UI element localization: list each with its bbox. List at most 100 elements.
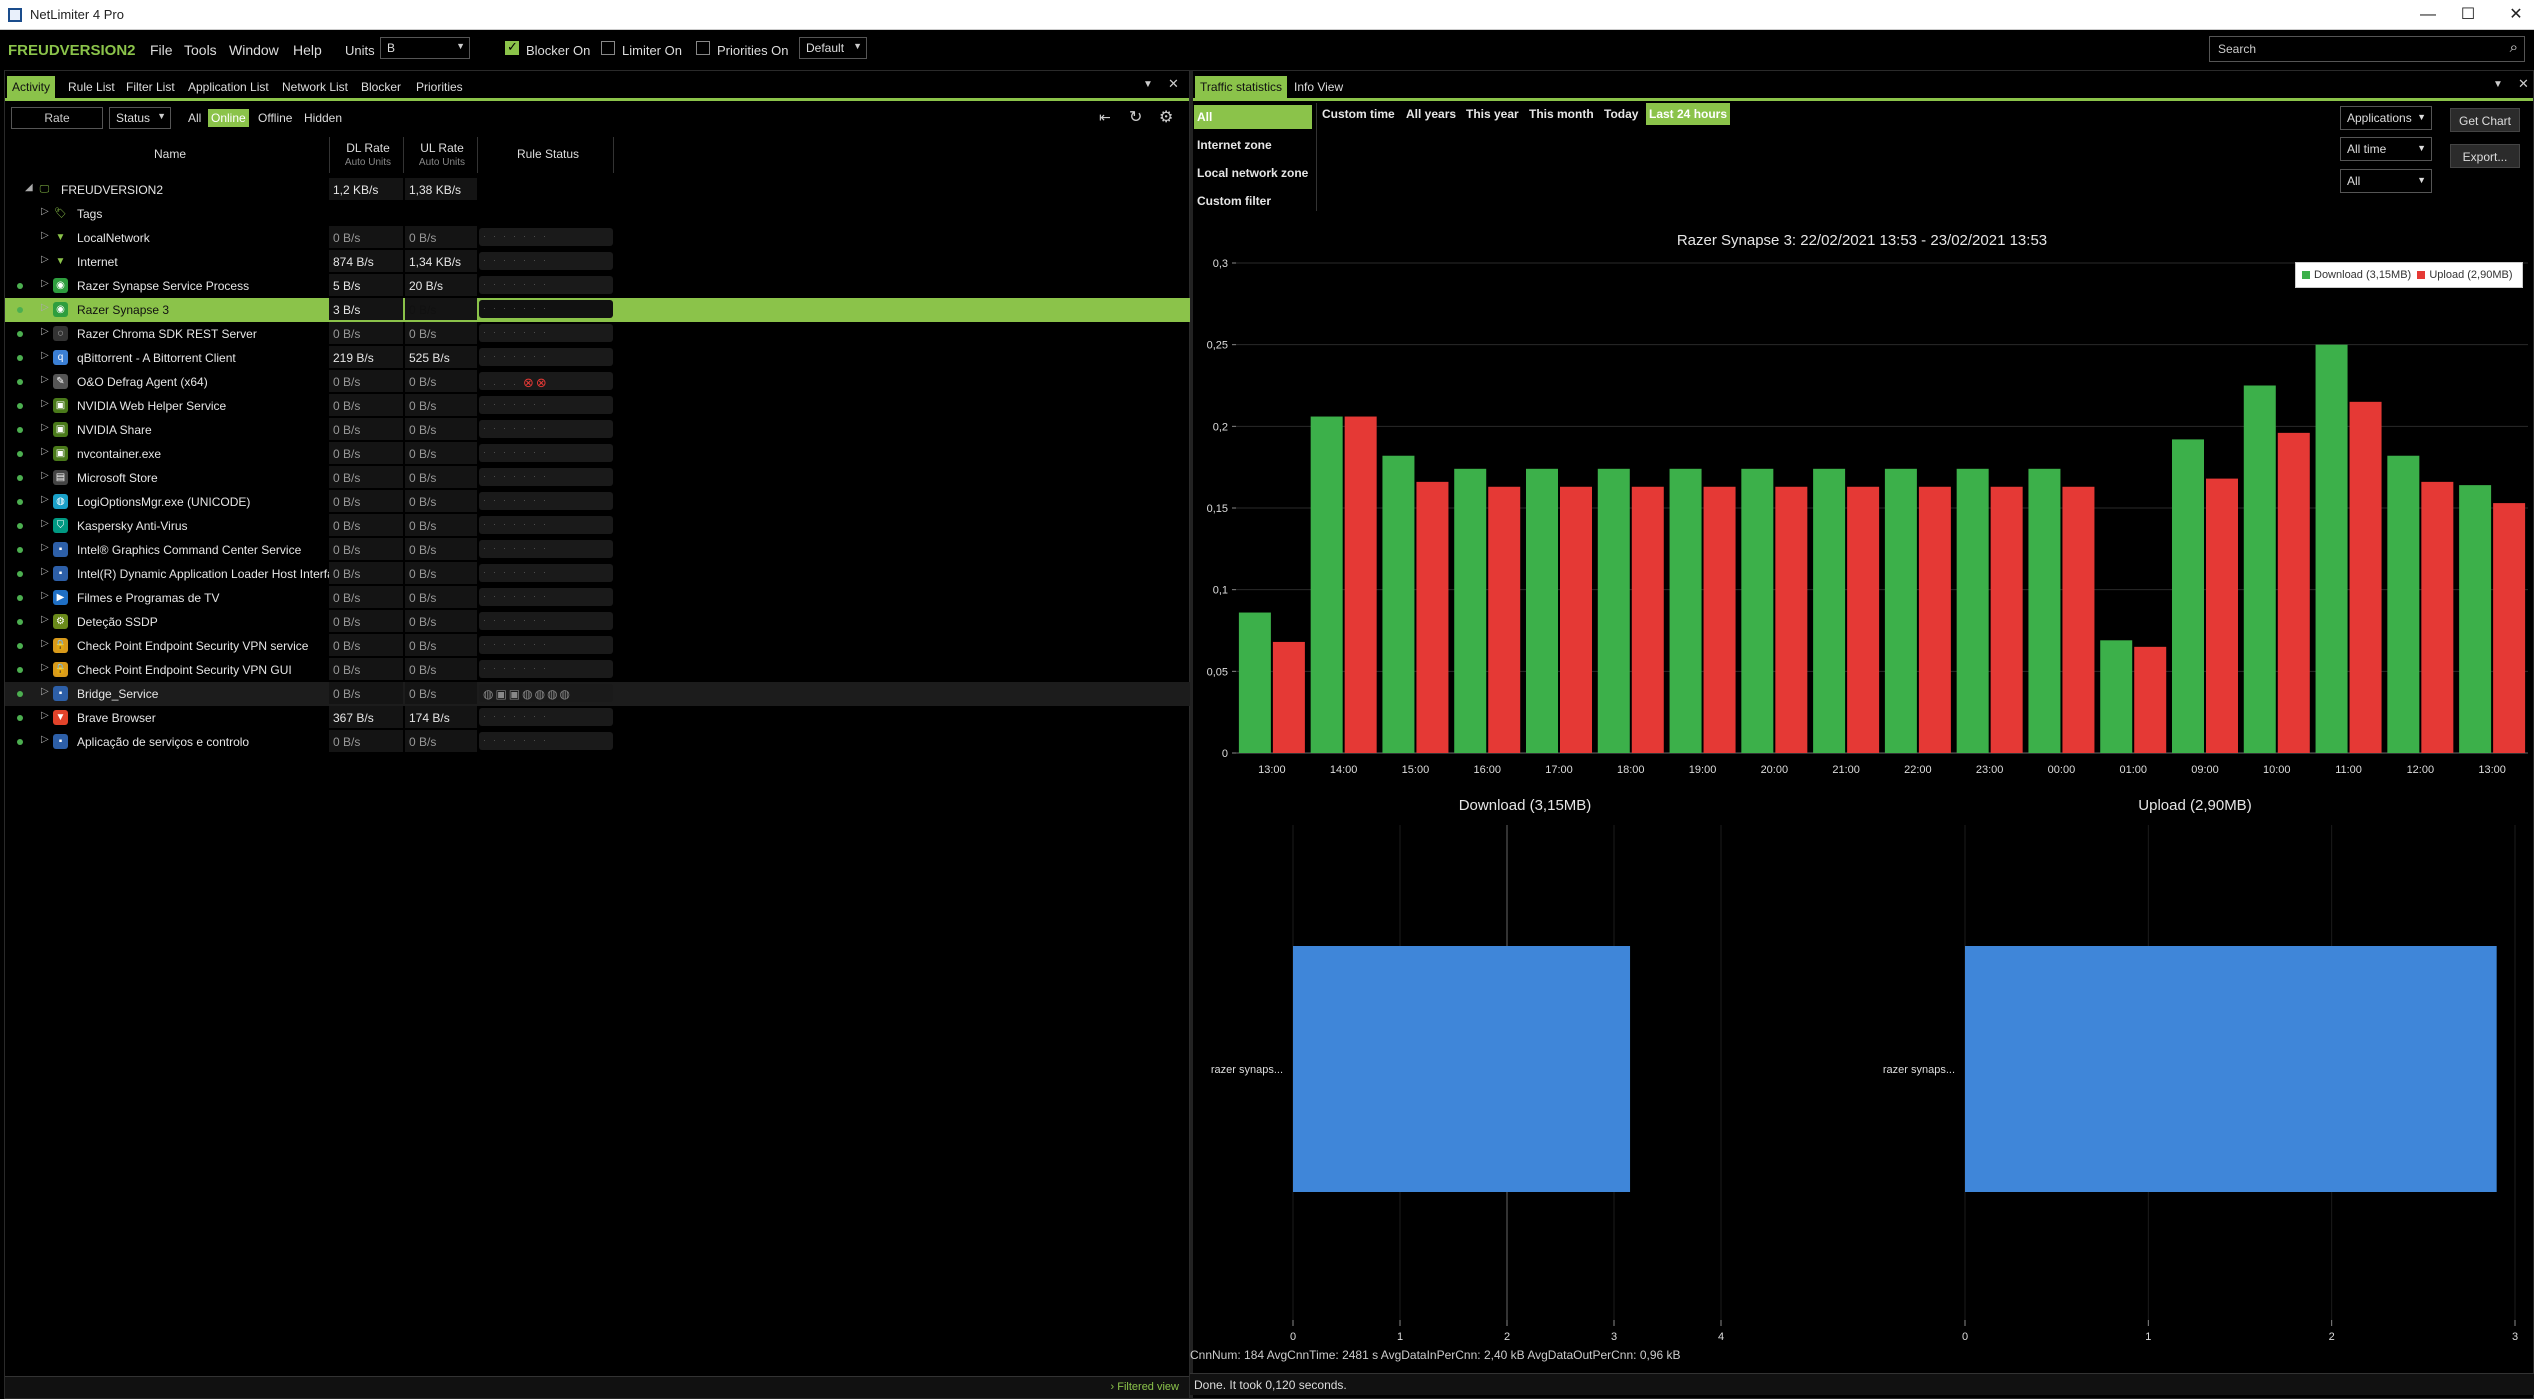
rule-status-cell[interactable]: ······· — [479, 228, 613, 246]
download-bar[interactable] — [1238, 612, 1271, 753]
upload-bar[interactable] — [1918, 486, 1951, 753]
tab-rule-list[interactable]: Rule List — [68, 80, 115, 94]
expand-toggle-icon[interactable]: ▷ — [41, 542, 49, 553]
close-window-button[interactable]: ✕ — [2509, 6, 2523, 23]
download-bar[interactable] — [2028, 468, 2061, 753]
tab-info-view[interactable]: Info View — [1294, 80, 1344, 94]
time-select[interactable]: All time ▼ — [2340, 137, 2432, 161]
rule-status-cell[interactable]: ······· — [479, 612, 613, 630]
expand-toggle-icon[interactable]: ▷ — [41, 230, 49, 241]
upload-bar[interactable] — [2277, 432, 2310, 753]
expand-toggle-icon[interactable]: ▷ — [41, 638, 49, 649]
filtered-view-link[interactable]: › Filtered view — [1110, 1381, 1179, 1393]
tree-row[interactable]: ◢ 🖵 FREUDVERSION2 1,2 KB/s 1,38 KB/s — [5, 178, 1191, 202]
download-bar[interactable] — [2387, 455, 2420, 753]
range-this-month[interactable]: This month — [1529, 107, 1594, 121]
download-bar[interactable] — [2172, 439, 2204, 753]
applications-select[interactable]: Applications ▼ — [2340, 106, 2432, 130]
expand-toggle-icon[interactable]: ▷ — [41, 206, 49, 217]
expand-toggle-icon[interactable]: ▷ — [41, 494, 49, 505]
rule-status-cell[interactable]: ◍▣▣◍◍◍◍ — [479, 684, 613, 702]
scope-select[interactable]: All ▼ — [2340, 169, 2432, 193]
rule-status-cell[interactable]: ····⊗⊗ — [479, 372, 613, 390]
upload-bar[interactable] — [1775, 486, 1808, 753]
tree-row[interactable]: ▷ ▼ Brave Browser 367 B/s 174 B/s ······· — [5, 706, 1191, 730]
expand-toggle-icon[interactable]: ▷ — [41, 470, 49, 481]
expand-toggle-icon[interactable]: ▷ — [41, 614, 49, 625]
range-today[interactable]: Today — [1604, 107, 1639, 121]
expand-toggle-icon[interactable]: ▷ — [41, 326, 49, 337]
tab-filter-list[interactable]: Filter List — [126, 80, 175, 94]
download-bar[interactable] — [1669, 468, 1702, 753]
tab-network-list[interactable]: Network List — [282, 80, 349, 94]
menu-window[interactable]: Window — [229, 42, 279, 58]
status-select[interactable]: Status ▼ — [109, 107, 171, 129]
expand-toggle-icon[interactable]: ▷ — [41, 422, 49, 433]
rule-status-cell[interactable]: ······· — [479, 492, 613, 510]
download-bar[interactable] — [1454, 468, 1487, 753]
rule-status-cell[interactable]: ······· — [479, 732, 613, 750]
upload-hbar[interactable] — [1965, 946, 2497, 1192]
blocker-checkbox[interactable] — [505, 39, 519, 55]
tree-row[interactable]: ▷ ⛉ Kaspersky Anti-Virus 0 B/s 0 B/s ······· — [5, 514, 1191, 538]
refresh-icon[interactable]: ↻ — [1129, 109, 1143, 126]
minimize-button[interactable]: — — [2420, 6, 2436, 23]
upload-bar[interactable] — [1560, 486, 1592, 753]
tree-row[interactable]: ▷ ▣ NVIDIA Web Helper Service 0 B/s 0 B/s ···… — [5, 394, 1191, 418]
tree-row[interactable]: ▷ ◌ Razer Chroma SDK REST Server 0 B/s 0 B/s… — [5, 322, 1191, 346]
filter-offline[interactable]: Offline — [258, 111, 293, 125]
tab-application-list[interactable]: Application List — [188, 80, 269, 94]
search-icon[interactable]: ⌕ — [2509, 39, 2518, 56]
expand-toggle-icon[interactable]: ▷ — [41, 686, 49, 697]
expand-toggle-icon[interactable]: ▷ — [41, 254, 49, 265]
upload-bar[interactable] — [1488, 486, 1521, 753]
upload-bar[interactable] — [1703, 486, 1736, 753]
maximize-button[interactable]: ☐ — [2460, 6, 2476, 23]
download-hbar[interactable] — [1293, 946, 1631, 1192]
download-bar[interactable] — [2100, 640, 2133, 753]
tree-row[interactable]: ▷ ◍ LogiOptionsMgr.exe (UNICODE) 0 B/s 0 B/s… — [5, 490, 1191, 514]
tree-row[interactable]: ▷ ◉ Razer Synapse Service Process 5 B/s 20 B… — [5, 274, 1191, 298]
tree-row[interactable]: ▷ ▣ nvcontainer.exe 0 B/s 0 B/s ······· — [5, 442, 1191, 466]
rule-status-cell[interactable]: ······· — [479, 324, 613, 342]
upload-bar[interactable] — [1631, 486, 1664, 753]
range-custom-time[interactable]: Custom time — [1322, 107, 1395, 121]
nav-local-network-zone[interactable]: Local network zone — [1197, 166, 1309, 180]
tree-row[interactable]: ▷ q qBittorrent - A Bittorrent Client 219 B… — [5, 346, 1191, 370]
column-dl-rate[interactable]: DL Rate — [346, 141, 390, 155]
get-chart-button[interactable]: Get Chart — [2450, 108, 2520, 132]
rule-status-cell[interactable]: ······· — [479, 276, 613, 294]
expand-toggle-icon[interactable]: ▷ — [41, 590, 49, 601]
tree-row[interactable]: ▷ ▪ Aplicação de serviços e controlo 0 B/s 0… — [5, 730, 1191, 754]
tab-traffic-statistics[interactable]: Traffic statistics — [1195, 76, 1288, 98]
tree-row[interactable]: ▷ ▶ Filmes e Programas de TV 0 B/s 0 B/s ····… — [5, 586, 1191, 610]
tree-row[interactable]: ▷ ▪ Intel® Graphics Command Center Service… — [5, 538, 1191, 562]
column-rule-status[interactable]: Rule Status — [516, 147, 580, 161]
tree-row[interactable]: ▷ ▪ Intel(R) Dynamic Application Loader Ho… — [5, 562, 1191, 586]
expand-toggle-icon[interactable]: ▷ — [41, 278, 49, 289]
expand-toggle-icon[interactable]: ▷ — [41, 374, 49, 385]
tree-row[interactable]: ▷ 🔒 Check Point Endpoint Security VPN serv… — [5, 634, 1191, 658]
tree-row[interactable]: ▷ ▪ Bridge_Service 0 B/s 0 B/s ◍▣▣◍◍◍◍ — [5, 682, 1191, 706]
rule-status-cell[interactable]: ······· — [479, 564, 613, 582]
download-bar[interactable] — [1310, 416, 1343, 753]
tab-blocker[interactable]: Blocker — [361, 80, 402, 94]
filter-hidden[interactable]: Hidden — [304, 111, 343, 125]
rule-status-cell[interactable]: ······· — [479, 588, 613, 606]
upload-bar[interactable] — [2493, 503, 2526, 753]
limiter-checkbox[interactable] — [601, 41, 615, 55]
tree-row[interactable]: ▷ 🏷 Tags — [5, 202, 1191, 226]
tree-row[interactable]: ▷ ◉ Razer Synapse 3 3 B/s 0 B/s ······· — [5, 298, 1191, 322]
filter-all[interactable]: All — [188, 111, 202, 125]
rule-status-cell[interactable]: ······· — [479, 516, 613, 534]
close-panel-icon[interactable]: ✕ — [2518, 76, 2529, 91]
profile-select[interactable]: Default ▼ — [799, 37, 867, 59]
tab-priorities[interactable]: Priorities — [416, 80, 463, 94]
rule-status-cell[interactable]: ······· — [479, 444, 613, 462]
expand-toggle-icon[interactable]: ▷ — [41, 734, 49, 745]
rule-status-cell[interactable]: ······· — [479, 348, 613, 366]
column-ul-rate[interactable]: UL Rate — [420, 141, 464, 155]
download-bar[interactable] — [1813, 468, 1846, 753]
expand-toggle-icon[interactable]: ▷ — [41, 662, 49, 673]
expand-toggle-icon[interactable]: ▷ — [41, 398, 49, 409]
